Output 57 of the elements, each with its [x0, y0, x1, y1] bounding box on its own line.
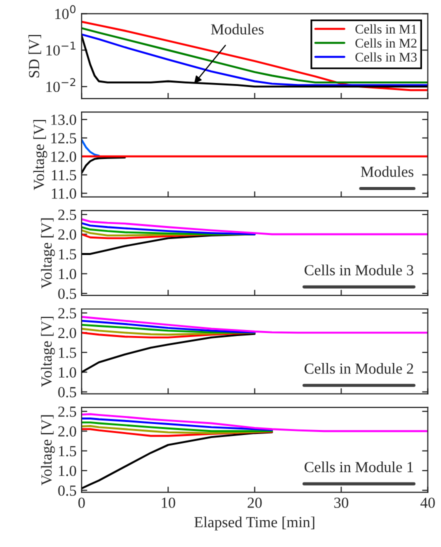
x-tick-label: 10 [162, 498, 176, 508]
y-tick-label: 0.5 [58, 485, 76, 496]
y-axis-title: Voltage [V] [33, 120, 48, 190]
legend-label: Cells in M2 [355, 38, 416, 48]
y-tick-label: 10$^{0}$ [55, 5, 76, 20]
y-tick-label: 0.5 [58, 387, 76, 398]
y-axis-title: SD [V] [28, 34, 42, 78]
y-tick-label: 2.0 [58, 229, 76, 240]
x-tick-label: 30 [334, 498, 348, 508]
y-tick-label: 12.5 [51, 133, 76, 144]
y-tick-label: 1.0 [58, 367, 76, 378]
y-tick-label: 1.5 [58, 348, 76, 358]
y-tick-label: 13.0 [51, 114, 76, 126]
line-series [82, 421, 273, 432]
line-series [82, 431, 273, 490]
y-axis-title: Voltage [V] [40, 218, 55, 289]
x-tick-label: 40 [420, 498, 435, 508]
line-series [82, 156, 126, 174]
line-series [82, 413, 428, 432]
line-series [82, 320, 256, 334]
y-tick-label: 2.5 [58, 406, 76, 417]
annotation: Cells in Module 1 [304, 461, 414, 472]
line-series [82, 428, 273, 437]
y-tick-label: 12.0 [51, 152, 76, 162]
legend-label: Cells in M3 [355, 52, 417, 62]
y-tick-label: 11.0 [52, 188, 76, 199]
line-series [82, 218, 428, 236]
y-axis-title: Voltage [V] [40, 316, 55, 387]
line-series [82, 20, 428, 92]
y-tick-label: 2.0 [58, 328, 76, 338]
x-tick-label: 20 [248, 498, 262, 508]
y-tick-label: 1.5 [58, 249, 76, 260]
y-tick-label: 1.5 [58, 446, 76, 456]
y-tick-label: 10$^{−2}$ [46, 78, 76, 92]
x-tick-label: 0 [78, 498, 85, 508]
annotation: Cells in Module 3 [304, 264, 414, 276]
y-tick-label: 10$^{−1}$ [46, 42, 76, 56]
line-series [82, 324, 256, 334]
y-tick-label: 0.5 [58, 288, 76, 299]
y-tick-label: 2.5 [58, 210, 76, 220]
line-series [82, 418, 273, 431]
y-tick-label: 1.0 [58, 268, 76, 280]
annotation: Modules [211, 24, 264, 34]
line-series [82, 332, 256, 374]
legend-label: Cells in M1 [355, 24, 416, 34]
line-series [82, 222, 256, 236]
y-tick-label: 1.0 [58, 466, 76, 476]
annotation: Cells in Module 2 [304, 363, 414, 374]
y-axis-title: Voltage [V] [40, 415, 55, 486]
y-tick-label: 2.0 [58, 426, 76, 437]
line-series [82, 316, 428, 334]
line-series [82, 138, 100, 157]
y-tick-label: 2.5 [58, 308, 76, 318]
line-series [82, 233, 256, 255]
y-tick-label: 11.5 [52, 170, 76, 180]
annotation: Modules [360, 166, 414, 177]
x-axis-title: Elapsed Time [min] [194, 516, 314, 530]
